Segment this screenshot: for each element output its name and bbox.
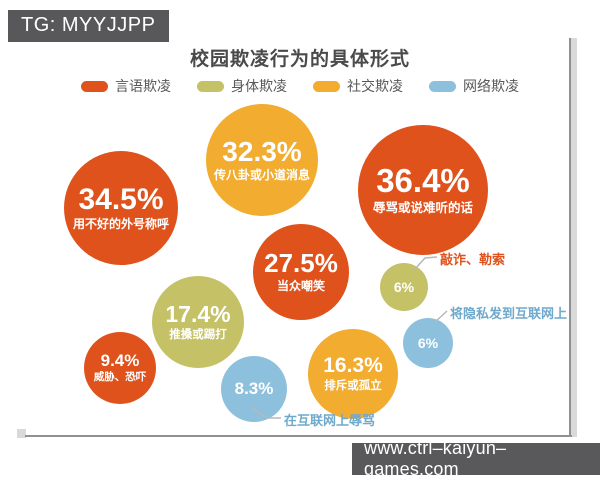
telegram-watermark-badge: TG: MYYJJPP — [8, 10, 170, 42]
website-watermark-text: www.ctrl–kaiyun–games.com — [364, 438, 507, 479]
bottom-border-line — [25, 435, 572, 437]
website-watermark-bar: www.ctrl–kaiyun–games.com — [352, 438, 600, 479]
right-border-light — [571, 38, 577, 437]
bubble-value: 6% — [417, 334, 439, 351]
bubble-exclude: 16.3% 排斥或孤立 — [308, 329, 398, 419]
bubble-online-abuse: 8.3% — [221, 356, 287, 422]
legend-swatch-physical — [197, 80, 224, 92]
bubble-bad-nickname: 34.5% 用不好的外号称呼 — [64, 151, 178, 265]
bubble-label: 推搡或踢打 — [169, 328, 227, 341]
bubble-value: 32.3% — [222, 135, 302, 167]
chart-title: 校园欺凌行为的具体形式 — [189, 49, 410, 70]
callout-label-privacy-leak: 将隐私发到互联网上 — [450, 306, 568, 321]
legend-label: 社交欺凌 — [347, 78, 403, 94]
bubble-label: 传八卦或小道消息 — [213, 168, 310, 183]
bubble-privacy-leak: 6% — [403, 318, 453, 368]
bubble-insult: 36.4% 辱骂或说难听的话 — [358, 125, 488, 255]
legend-label: 身体欺凌 — [231, 78, 287, 94]
bubble-label: 威胁、恐吓 — [93, 371, 147, 384]
legend-label: 言语欺凌 — [115, 78, 171, 94]
bubble-value: 9.4% — [100, 350, 140, 370]
legend-swatch-social — [313, 80, 340, 92]
right-border-line — [569, 38, 571, 437]
bubble-extortion: 6% — [380, 263, 428, 311]
bubble-value: 16.3% — [323, 353, 383, 377]
callout-label-extortion: 敲诈、勒索 — [440, 252, 506, 267]
bubble-push-kick: 17.4% 推搡或踢打 — [152, 276, 244, 368]
bubble-gossip: 32.3% 传八卦或小道消息 — [206, 104, 318, 216]
legend-item-social: 社交欺凌 — [313, 76, 403, 96]
legend-swatch-verbal — [81, 80, 108, 92]
bubble-label: 排斥或孤立 — [324, 379, 382, 392]
bubble-value: 34.5% — [78, 182, 164, 216]
bubble-value: 36.4% — [376, 161, 470, 199]
bubble-public-mock: 27.5% 当众嘲笑 — [253, 224, 349, 320]
bubble-value: 8.3% — [234, 379, 274, 399]
bubble-threaten: 9.4% 威胁、恐吓 — [84, 332, 156, 404]
legend-item-verbal: 言语欺凌 — [81, 76, 171, 96]
bottom-border-block — [17, 429, 26, 438]
callout-label-online-abuse: 在互联网上辱骂 — [284, 413, 376, 428]
legend-item-cyber: 网络欺凌 — [429, 76, 519, 96]
legend-swatch-cyber — [429, 80, 456, 92]
legend-item-physical: 身体欺凌 — [197, 76, 287, 96]
legend-label: 网络欺凌 — [463, 78, 519, 94]
bubble-label: 用不好的外号称呼 — [72, 217, 169, 232]
bubble-value: 27.5% — [264, 247, 338, 278]
bubble-value: 17.4% — [165, 300, 231, 327]
bubble-value: 6% — [393, 278, 415, 295]
chart-legend: 言语欺凌 身体欺凌 社交欺凌 网络欺凌 — [0, 76, 600, 96]
bubble-label: 辱骂或说难听的话 — [372, 200, 473, 215]
bubble-label: 当众嘲笑 — [276, 279, 325, 294]
